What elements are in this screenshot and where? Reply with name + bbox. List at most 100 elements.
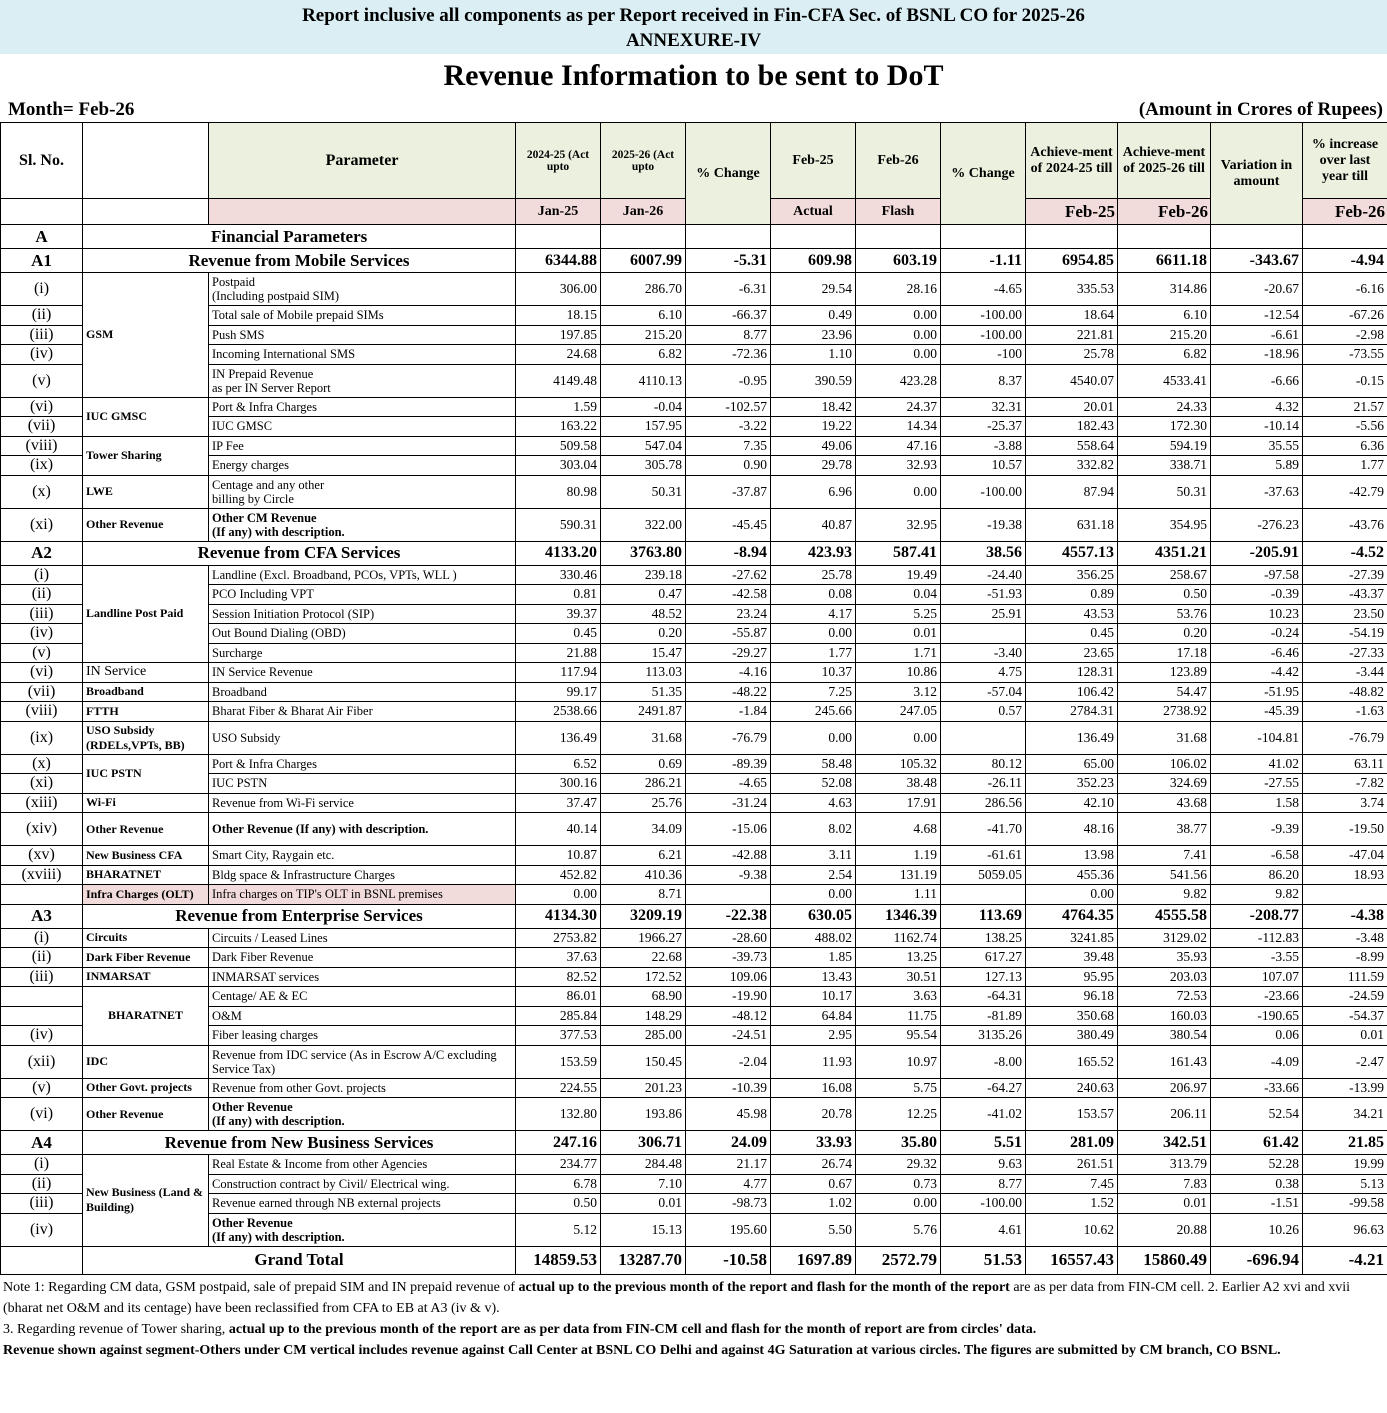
value-cell: -7.82 (1302, 773, 1387, 794)
parameter-label: Other Revenue (If any) with description. (208, 1097, 516, 1131)
serial-number: (ii) (0, 947, 83, 968)
col-c9: Variation in amount (1210, 122, 1303, 225)
value-cell: 5.25 (855, 603, 941, 624)
value-cell: 53.76 (1117, 603, 1211, 624)
value-cell: 2538.66 (515, 701, 601, 722)
serial-number: (i) (0, 272, 83, 306)
value-cell: 3763.80 (600, 540, 686, 566)
value-cell: 15860.49 (1117, 1245, 1211, 1275)
value-cell: 324.69 (1117, 773, 1211, 794)
value-cell: 23.96 (770, 324, 856, 345)
value-cell: 117.94 (515, 662, 601, 683)
parameter-label: INMARSAT services (208, 966, 516, 987)
value-cell: 1.19 (855, 845, 941, 866)
value-cell: 8.71 (600, 884, 686, 905)
col-c10: % increase over last year till (1302, 122, 1387, 199)
value-cell: 157.95 (600, 416, 686, 437)
value-cell: 0.89 (1025, 584, 1118, 605)
value-cell: 47.16 (855, 435, 941, 456)
serial-number (0, 986, 83, 1007)
value-cell: -33.66 (1210, 1077, 1303, 1098)
value-cell: 50.31 (600, 474, 686, 509)
value-cell: 390.59 (770, 363, 856, 398)
value-cell: 26.74 (770, 1154, 856, 1175)
col-sl: Sl. No. (0, 122, 83, 199)
serial-number: (vi) (0, 1097, 83, 1131)
value-cell: 6.82 (600, 344, 686, 365)
serial-number: (iv) (0, 344, 83, 365)
value-cell: -15.06 (685, 812, 771, 846)
value-cell: 281.09 (1025, 1130, 1118, 1155)
value-cell: 48.52 (600, 603, 686, 624)
serial-number: (xiv) (0, 812, 83, 846)
serial-number: (xi) (0, 773, 83, 794)
value-cell: -1.51 (1210, 1193, 1303, 1214)
value-cell (940, 720, 1026, 755)
section-row-a2: A2 Revenue from CFA Services 4133.20 3763.8… (0, 540, 1387, 566)
serial-number: (xiii) (0, 792, 83, 813)
value-cell: -26.11 (940, 773, 1026, 794)
value-cell: 354.95 (1117, 507, 1211, 542)
value-cell: 10.97 (855, 1044, 941, 1079)
value-cell: 10.17 (770, 986, 856, 1007)
value-cell: 22.68 (600, 947, 686, 968)
value-cell: 603.19 (855, 248, 941, 273)
value-cell: 0.00 (770, 884, 856, 905)
value-cell: 6.78 (515, 1173, 601, 1194)
table-row: (vi) Other Revenue Other Revenue (If any) … (0, 1097, 1387, 1131)
value-cell (1302, 884, 1387, 905)
value-cell: 0.04 (855, 584, 941, 605)
value-cell: -20.67 (1210, 272, 1303, 306)
table-row: (v) IN Prepaid Revenue as per IN Server R… (0, 363, 1387, 398)
value-cell: 0.01 (855, 623, 941, 644)
group-label: LWE (82, 474, 209, 509)
value-cell: -9.38 (685, 864, 771, 885)
value-cell: -6.61 (1210, 324, 1303, 345)
value-cell: 286.70 (600, 272, 686, 306)
value-cell: 163.22 (515, 416, 601, 437)
value-cell: 423.28 (855, 363, 941, 398)
col-c7-sub: Feb-25 (1025, 198, 1118, 225)
table-row: (xi) IUC PSTN 300.16 286.21 -4.65 52.08 38.48-… (0, 773, 1387, 794)
parameter-label: Other Revenue (If any) with description. (208, 812, 516, 846)
table-row: (x) LWE Centage and any other billing by C… (0, 474, 1387, 509)
value-cell: -27.55 (1210, 773, 1303, 794)
value-cell: 1346.39 (855, 903, 941, 929)
value-cell: 305.78 (600, 455, 686, 476)
value-cell: -6.46 (1210, 642, 1303, 663)
value-cell: 40.87 (770, 507, 856, 542)
table-row: (vii) Broadband Broadband 99.17 51.35 -48.22 7… (0, 681, 1387, 702)
serial-number: (v) (0, 363, 83, 398)
value-cell: 258.67 (1117, 564, 1211, 585)
value-cell: 32.95 (855, 507, 941, 542)
col-c5-sub: Flash (855, 198, 941, 225)
value-cell: -6.31 (685, 272, 771, 306)
value-cell: 96.18 (1025, 986, 1118, 1007)
value-cell: -10.58 (685, 1245, 771, 1275)
value-cell: -48.82 (1302, 681, 1387, 702)
value-cell: 4.77 (685, 1173, 771, 1194)
value-cell: -343.67 (1210, 248, 1303, 273)
value-cell: 24.33 (1117, 396, 1211, 417)
serial-number: (vi) (0, 662, 83, 683)
serial-number: (iii) (0, 324, 83, 345)
value-cell: 0.90 (685, 455, 771, 476)
table-row: (viii) Tower Sharing IP Fee 509.58 547.04 7.3… (0, 435, 1387, 476)
group-label: BHARATNET (82, 864, 209, 885)
value-cell: 455.36 (1025, 864, 1118, 885)
value-cell: -276.23 (1210, 507, 1303, 542)
parameter-label: IN Service Revenue (208, 662, 516, 683)
table-row: (xiii) Wi-Fi Revenue from Wi-Fi service 37.… (0, 792, 1387, 813)
value-cell: 5.75 (855, 1077, 941, 1098)
value-cell: -37.87 (685, 474, 771, 509)
value-cell: -205.91 (1210, 540, 1303, 566)
value-cell: 5.50 (770, 1212, 856, 1247)
value-cell: 6.21 (600, 845, 686, 866)
value-cell: 4.75 (940, 662, 1026, 683)
value-cell: 4.63 (770, 792, 856, 813)
value-cell: 306.00 (515, 272, 601, 306)
table-row: (i) New Business (Land & Building) Real Es… (0, 1154, 1387, 1247)
value-cell: 261.51 (1025, 1154, 1118, 1175)
value-cell: -9.39 (1210, 812, 1303, 846)
value-cell: 31.68 (600, 720, 686, 755)
